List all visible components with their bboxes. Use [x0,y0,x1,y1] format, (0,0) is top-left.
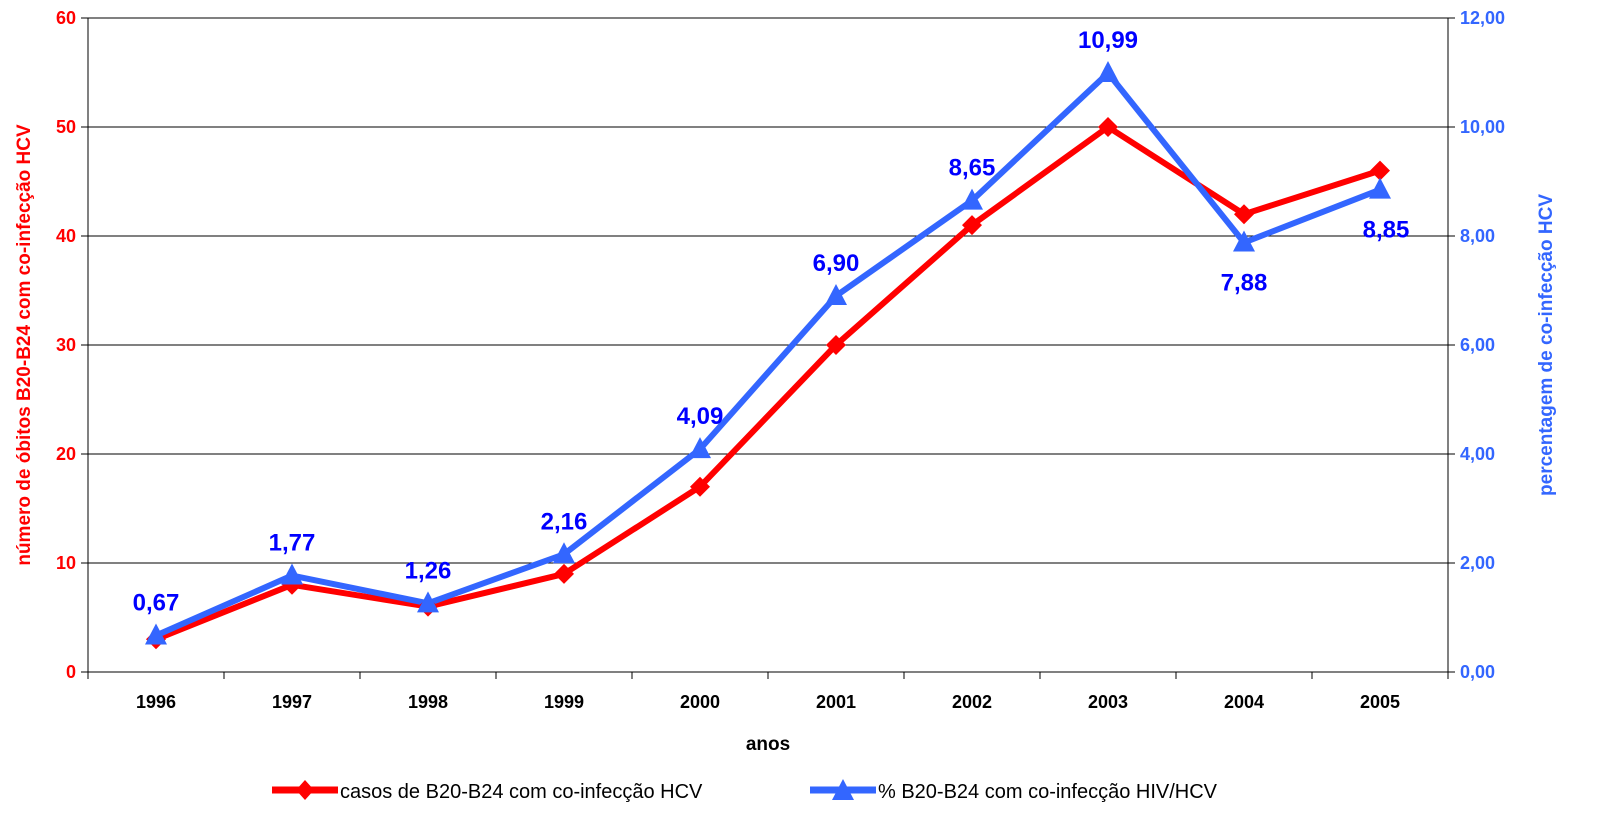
data-point-diamond [1370,160,1390,181]
x-tick-label: 1999 [544,692,584,712]
left-y-axis-title: número de óbitos B20-B24 com co-infecção… [14,124,35,566]
data-point-triangle [825,283,847,305]
gridlines [88,17,1448,673]
data-point-triangle [1369,177,1391,199]
left-y-tick-label: 10 [56,553,76,573]
data-label: 4,09 [677,403,724,430]
data-label: 10,99 [1078,27,1138,54]
legend-item-cases: casos de B20-B24 com co-infecção HCV [272,780,703,803]
x-tick-label: 2004 [1224,692,1264,712]
data-point-diamond [1098,117,1118,137]
right-y-tick-label: 4,00 [1460,444,1495,464]
legend-label-cases: casos de B20-B24 com co-infecção HCV [340,781,703,803]
right-y-tick-label: 0,00 [1460,662,1495,682]
series-line-percentage [154,70,1382,639]
x-tick-label: 1997 [272,692,312,712]
data-label: 6,90 [813,250,860,277]
right-y-axis-title: percentagem de co-infecção HCV [1536,194,1557,496]
right-y-tick-label: 8,00 [1460,226,1495,246]
x-axis-title: anos [746,734,790,755]
left-y-tick-label: 40 [56,226,76,246]
right-y-tick-label: 2,00 [1460,553,1495,573]
data-point-diamond [690,476,710,497]
data-label: 1,26 [405,557,452,584]
x-tick-label: 1996 [136,692,176,712]
series-line-cases [154,124,1381,643]
x-tick-label: 2000 [680,692,720,712]
data-point-diamond [1234,204,1254,225]
data-label: 0,67 [133,589,180,616]
series [145,61,1391,650]
x-tick-label: 2005 [1360,692,1400,712]
data-labels: 0,67 1,77 1,26 2,16 4,09 6,90 8,65 10,99 7,88 8,8… [133,27,1410,616]
data-point-diamond [554,563,574,584]
legend-item-percentage: % B20-B24 com co-infecção HIV/HCV [810,779,1218,803]
data-point-triangle [961,188,983,210]
data-label: 8,85 [1363,217,1410,244]
axes: 0 10 20 30 40 50 60 0,00 2,00 4,00 6,00 8,00 10,00 12… [56,8,1505,712]
left-y-tick-label: 30 [56,335,76,355]
data-label: 8,65 [949,155,996,182]
data-label: 7,88 [1221,270,1268,297]
data-point-triangle [1097,61,1119,83]
data-point-triangle [281,563,303,585]
x-tick-label: 2002 [952,692,992,712]
data-point-triangle [1233,230,1255,252]
left-y-tick-label: 0 [66,662,76,682]
x-tick-label: 2001 [816,692,856,712]
data-point-triangle [145,623,167,645]
legend: casos de B20-B24 com co-infecção HCV % B… [272,779,1218,803]
left-y-tick-label: 60 [56,8,76,28]
x-tick-label: 2003 [1088,692,1128,712]
left-y-tick-label: 50 [56,117,76,137]
legend-label-percentage: % B20-B24 com co-infecção HIV/HCV [878,781,1218,803]
data-point-triangle [689,437,711,459]
data-point-diamond [962,215,982,236]
right-y-tick-label: 10,00 [1460,117,1505,137]
legend-diamond-marker [296,780,314,800]
right-y-tick-label: 12,00 [1460,8,1505,28]
left-y-tick-label: 20 [56,444,76,464]
data-point-triangle [553,542,575,564]
data-point-diamond [826,335,846,355]
data-label: 2,16 [541,508,588,535]
x-tick-label: 1998 [408,692,448,712]
data-label: 1,77 [269,530,316,557]
legend-triangle-marker [832,779,854,800]
data-point-triangle [417,591,439,613]
right-y-tick-label: 6,00 [1460,335,1495,355]
